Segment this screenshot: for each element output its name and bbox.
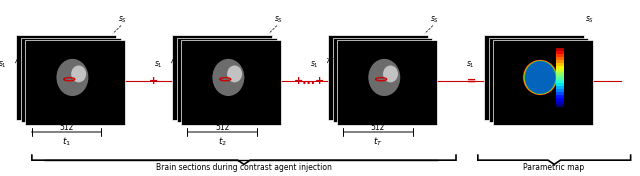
Text: 512: 512 xyxy=(371,123,385,132)
FancyBboxPatch shape xyxy=(484,35,584,120)
Ellipse shape xyxy=(71,65,86,82)
Text: $s_S$: $s_S$ xyxy=(118,14,127,25)
Text: $s_1$: $s_1$ xyxy=(466,59,475,70)
FancyBboxPatch shape xyxy=(556,48,564,51)
Text: 512: 512 xyxy=(215,123,229,132)
Ellipse shape xyxy=(523,60,557,95)
Text: $s_1$: $s_1$ xyxy=(154,59,163,70)
FancyBboxPatch shape xyxy=(556,86,564,89)
Ellipse shape xyxy=(56,59,88,96)
Ellipse shape xyxy=(525,61,556,94)
Ellipse shape xyxy=(524,60,557,95)
FancyBboxPatch shape xyxy=(556,98,564,101)
FancyBboxPatch shape xyxy=(556,51,564,54)
FancyBboxPatch shape xyxy=(337,40,437,125)
Ellipse shape xyxy=(383,65,398,82)
FancyBboxPatch shape xyxy=(328,35,428,120)
Ellipse shape xyxy=(524,60,557,95)
FancyBboxPatch shape xyxy=(556,80,564,83)
Ellipse shape xyxy=(523,60,557,95)
Text: $s_S$: $s_S$ xyxy=(274,14,283,25)
Text: $t_2$: $t_2$ xyxy=(218,136,227,148)
Ellipse shape xyxy=(524,61,556,94)
FancyBboxPatch shape xyxy=(556,101,564,104)
FancyBboxPatch shape xyxy=(556,77,564,80)
Ellipse shape xyxy=(525,61,556,94)
Text: ...: ... xyxy=(326,51,337,61)
FancyBboxPatch shape xyxy=(556,83,564,86)
FancyBboxPatch shape xyxy=(493,40,593,125)
Text: $s_S$: $s_S$ xyxy=(586,14,595,25)
FancyBboxPatch shape xyxy=(488,38,588,122)
Text: Brain sections during contrast agent injection: Brain sections during contrast agent inj… xyxy=(156,164,332,172)
FancyBboxPatch shape xyxy=(556,54,564,57)
Ellipse shape xyxy=(227,65,242,82)
FancyBboxPatch shape xyxy=(556,89,564,92)
FancyBboxPatch shape xyxy=(556,69,564,71)
FancyBboxPatch shape xyxy=(333,38,433,122)
FancyBboxPatch shape xyxy=(177,38,276,122)
FancyBboxPatch shape xyxy=(556,66,564,69)
Text: $s_S$: $s_S$ xyxy=(429,14,439,25)
FancyBboxPatch shape xyxy=(16,35,116,120)
Ellipse shape xyxy=(368,59,400,96)
Text: $s_1$: $s_1$ xyxy=(310,59,319,70)
FancyBboxPatch shape xyxy=(556,74,564,77)
Text: 512: 512 xyxy=(59,123,74,132)
Text: =: = xyxy=(467,76,476,86)
Text: +...+: +...+ xyxy=(294,76,325,86)
Text: +: + xyxy=(149,76,158,86)
Text: $s_1$: $s_1$ xyxy=(0,59,7,70)
FancyBboxPatch shape xyxy=(181,40,281,125)
Ellipse shape xyxy=(524,61,556,94)
FancyBboxPatch shape xyxy=(172,35,272,120)
Text: $t_T$: $t_T$ xyxy=(373,136,383,148)
Ellipse shape xyxy=(212,59,244,96)
FancyBboxPatch shape xyxy=(556,104,564,107)
Text: $t_1$: $t_1$ xyxy=(61,136,70,148)
FancyBboxPatch shape xyxy=(556,71,564,74)
FancyBboxPatch shape xyxy=(556,63,564,66)
FancyBboxPatch shape xyxy=(556,60,564,63)
FancyBboxPatch shape xyxy=(556,95,564,98)
FancyBboxPatch shape xyxy=(20,38,120,122)
Text: Parametric map: Parametric map xyxy=(524,164,584,172)
FancyBboxPatch shape xyxy=(556,57,564,60)
FancyBboxPatch shape xyxy=(556,92,564,95)
FancyBboxPatch shape xyxy=(25,40,125,125)
